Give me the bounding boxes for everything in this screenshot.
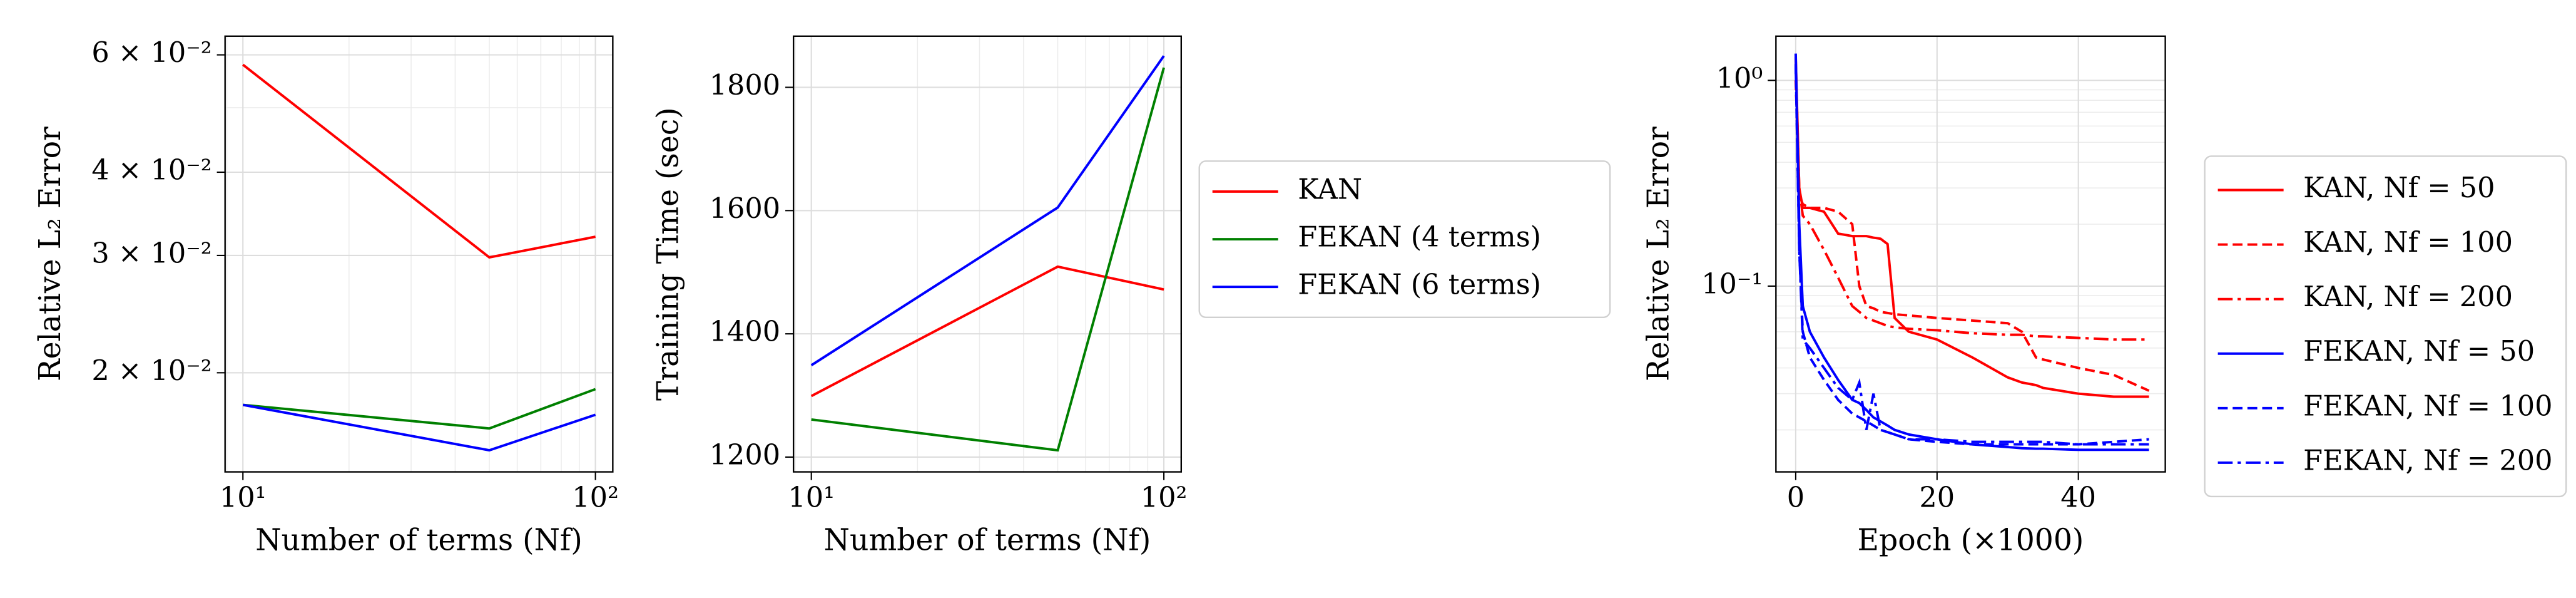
series-line <box>1796 57 2149 397</box>
x-tick-label: 0 <box>1787 482 1805 514</box>
x-axis-label: Number of terms (Nf) <box>255 523 583 557</box>
y-axis-label: Relative L₂ Error <box>1642 126 1676 381</box>
legend-box <box>1198 160 1611 318</box>
legend-label: KAN <box>1298 173 1362 205</box>
x-tick-label: 20 <box>1919 482 1955 514</box>
x-tick-label: 40 <box>2060 482 2096 514</box>
y-tick-label: 1600 <box>710 192 781 225</box>
series-line <box>812 267 1164 396</box>
series-line <box>243 405 595 451</box>
legend-box <box>2204 155 2567 498</box>
series-line <box>1796 64 2149 339</box>
y-tick-label: 10⁰ <box>1716 62 1763 95</box>
y-tick-label: 10⁻¹ <box>1701 267 1763 300</box>
series-line <box>1796 64 2149 444</box>
y-tick-label: 1200 <box>710 438 781 471</box>
y-tick-label: 4 × 10⁻² <box>91 153 211 186</box>
legend-label: FEKAN (4 terms) <box>1298 221 1541 254</box>
series-line <box>243 389 595 428</box>
x-tick-label: 10¹ <box>788 482 835 514</box>
x-axis-label: Epoch (×1000) <box>1858 523 2084 557</box>
y-tick-label: 1800 <box>710 69 781 101</box>
legend-label: KAN, Nf = 100 <box>2303 226 2513 259</box>
series-line <box>1796 54 2149 450</box>
legend-label: FEKAN, Nf = 100 <box>2303 389 2552 422</box>
legend-label: FEKAN, Nf = 50 <box>2303 335 2535 368</box>
y-tick-label: 1400 <box>710 316 781 348</box>
legend-label: FEKAN (6 terms) <box>1298 269 1541 301</box>
y-tick-label: 2 × 10⁻² <box>91 354 211 387</box>
legend-label: KAN, Nf = 200 <box>2303 281 2513 313</box>
x-tick-label: 10² <box>1141 482 1188 514</box>
axes-frame <box>793 35 1183 473</box>
series-line <box>1796 80 2149 391</box>
series-line <box>243 64 595 257</box>
axes-frame <box>1775 35 2166 473</box>
series-line <box>1796 64 2149 444</box>
x-tick-label: 10¹ <box>220 482 267 514</box>
legend-label: KAN, Nf = 50 <box>2303 172 2495 204</box>
x-axis-label: Number of terms (Nf) <box>824 523 1151 557</box>
x-tick-label: 10² <box>572 482 619 514</box>
axes-frame <box>224 35 614 473</box>
y-axis-label: Training Time (sec) <box>651 107 685 401</box>
y-tick-label: 6 × 10⁻² <box>91 36 211 69</box>
y-tick-label: 3 × 10⁻² <box>91 237 211 269</box>
series-line <box>812 56 1164 365</box>
y-axis-label: Relative L₂ Error <box>33 126 68 381</box>
series-line <box>812 68 1164 450</box>
legend-label: FEKAN, Nf = 200 <box>2303 444 2552 477</box>
